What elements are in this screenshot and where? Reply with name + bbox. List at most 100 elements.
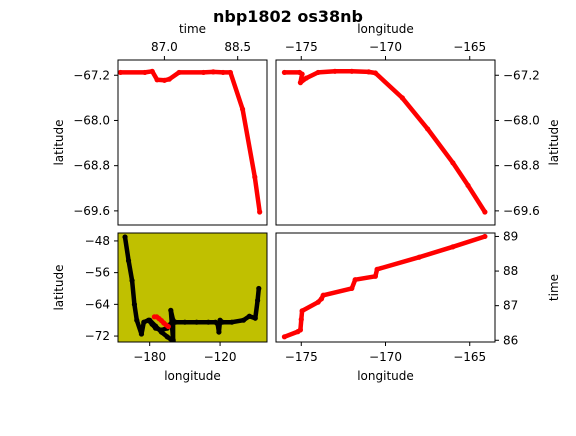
overview-map-y-tick-label: −72: [85, 329, 110, 343]
overview-map-y-tick-label: −64: [85, 297, 110, 311]
time-vs-latitude-data-point: [210, 69, 216, 75]
longitude-vs-time-data-point: [372, 273, 378, 279]
overview-map-x-tick-label: −180: [133, 350, 166, 364]
longitude-vs-latitude-data-point: [303, 75, 309, 81]
longitude-vs-latitude-y-tick-label: −69.6: [503, 204, 540, 218]
longitude-vs-time-data-point: [450, 244, 456, 250]
overview-map-data-point: [122, 234, 128, 240]
longitude-vs-latitude-data-point: [425, 126, 431, 132]
overview-map-data-point: [172, 319, 179, 325]
overview-map-data-point: [170, 338, 176, 342]
overview-map-data-point: [141, 319, 147, 325]
longitude-vs-time-x-tick-label: −170: [369, 350, 402, 364]
overview-map-data-point: [246, 313, 253, 319]
longitude-vs-latitude-data-point: [299, 71, 305, 77]
overview-map-x-tick-label: −120: [204, 350, 237, 364]
longitude-vs-time-y-axis-label: time: [547, 274, 561, 301]
longitude-vs-time-y-tick-label: 86: [503, 333, 518, 347]
overview-map-data-point: [255, 297, 261, 303]
overview-map-x-axis-label: longitude: [164, 369, 221, 383]
longitude-vs-latitude-y-tick-label: −67.2: [503, 68, 540, 82]
overview-map-data-point: [194, 319, 200, 325]
longitude-vs-time-x-tick-label: −175: [285, 350, 318, 364]
overview-map-y-tick-label: −56: [85, 266, 110, 280]
longitude-vs-time-series-line: [282, 234, 488, 340]
longitude-vs-time-data-point: [482, 233, 488, 240]
overview-map-y-tick-label: −48: [85, 234, 110, 248]
time-vs-latitude-y-tick-label: −67.2: [73, 68, 110, 82]
longitude-vs-latitude-data-point: [366, 69, 372, 75]
time-vs-latitude-data-point: [176, 69, 182, 76]
longitude-vs-latitude-data-point: [332, 68, 338, 74]
overview-map-data-point: [229, 319, 235, 325]
overview-map-data-point: [216, 329, 222, 335]
time-vs-latitude-y-tick-label: −68.0: [73, 113, 110, 127]
overview-map-data-point: [138, 331, 145, 337]
longitude-vs-time-y-tick-label: 87: [503, 299, 518, 313]
longitude-vs-latitude-y-axis-label: latitude: [547, 119, 561, 165]
time-vs-latitude-data-point: [118, 69, 124, 76]
longitude-vs-time-data-point: [281, 334, 288, 340]
longitude-vs-time-data-point: [299, 308, 305, 314]
overview-map-data-point: [158, 329, 165, 335]
time-vs-latitude-y-tick-label: −68.8: [73, 159, 110, 173]
overview-map-data-point: [182, 319, 188, 325]
time-vs-latitude-x-axis-label: time: [179, 22, 206, 36]
time-vs-latitude-series-line: [118, 69, 262, 215]
longitude-vs-time-y-tick-label: 89: [503, 229, 518, 243]
longitude-vs-latitude-data-point: [465, 182, 471, 189]
longitude-vs-latitude-x-axis-label: longitude: [357, 22, 414, 36]
longitude-vs-latitude-data-point: [482, 209, 488, 215]
time-vs-latitude-x-tick-label: 87.0: [151, 40, 178, 54]
longitude-vs-latitude-data-point: [315, 69, 321, 76]
overview-map-panel: −180 −120 −48 −56 −64 −72 longitude latitude: [52, 232, 268, 383]
overview-map-data-point: [129, 277, 135, 284]
overview-map-data-point: [205, 319, 211, 325]
time-vs-latitude-data-point: [227, 69, 233, 76]
longitude-vs-time-data-point: [352, 277, 358, 283]
longitude-vs-latitude-series-line: [282, 69, 488, 215]
overview-map-data-point: [125, 258, 132, 264]
overview-map-data-point: [252, 315, 258, 321]
time-vs-latitude-data-point: [239, 106, 246, 112]
longitude-vs-latitude-data-point: [450, 160, 456, 166]
longitude-vs-latitude-data-point: [349, 68, 355, 74]
longitude-vs-time-data-point: [416, 254, 422, 260]
overview-map-data-point: [165, 323, 171, 330]
longitude-vs-latitude-y-tick-label: −68.8: [503, 159, 540, 173]
overview-map-data-point: [240, 317, 247, 323]
longitude-vs-time-y-tick-label: 88: [503, 264, 518, 278]
overview-map-data-point: [147, 317, 153, 323]
overview-map-data-point: [131, 301, 138, 307]
longitude-vs-time-data-point: [315, 299, 321, 305]
time-vs-latitude-data-point: [257, 209, 263, 215]
time-vs-latitude-data-point: [161, 77, 168, 83]
longitude-vs-latitude-data-point: [399, 95, 405, 101]
longitude-vs-latitude-panel: −175 −170 −165 −67.2 −68.0 −68.8 −69.6 longitud…: [275, 22, 561, 226]
time-vs-latitude-x-tick-label: 88.5: [224, 40, 251, 54]
longitude-vs-time-data-point: [374, 266, 380, 272]
longitude-vs-time-data-point: [320, 292, 326, 298]
overview-map-data-point: [164, 334, 170, 340]
overview-map-data-point: [152, 323, 159, 329]
time-vs-latitude-y-axis-label: latitude: [52, 119, 66, 165]
overview-map-data-point: [219, 319, 226, 325]
overview-map-data-point: [134, 317, 140, 323]
time-vs-latitude-data-point: [154, 77, 160, 83]
longitude-vs-latitude-x-tick-label: −170: [369, 40, 402, 54]
time-vs-latitude-y-tick-label: −69.6: [73, 204, 110, 218]
longitude-vs-time-x-axis-label: longitude: [357, 369, 414, 383]
overview-map-data-point: [215, 321, 221, 327]
longitude-vs-time-frame: [275, 232, 496, 343]
figure-title: nbp1802 os38nb: [213, 7, 363, 26]
longitude-vs-time-x-tick-label: −165: [453, 350, 486, 364]
longitude-vs-latitude-x-tick-label: −165: [453, 40, 486, 54]
time-vs-latitude-frame: [117, 59, 268, 226]
longitude-vs-latitude-y-tick-label: −68.0: [503, 113, 540, 127]
overview-map-data-point: [256, 285, 262, 292]
longitude-vs-latitude-x-tick-label: −175: [285, 40, 318, 54]
longitude-vs-time-data-point: [349, 285, 355, 291]
time-vs-latitude-data-point: [166, 76, 172, 82]
